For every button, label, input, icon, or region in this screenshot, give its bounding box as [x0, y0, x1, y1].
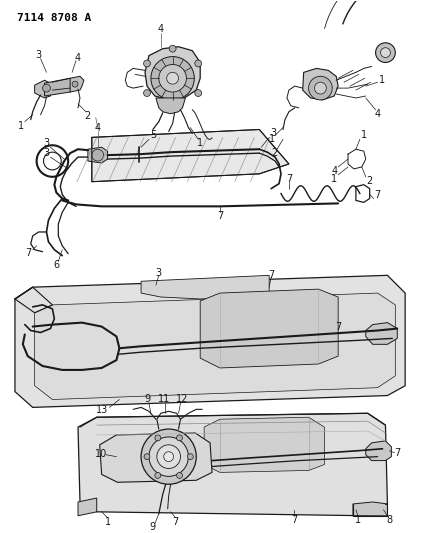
- Text: 3: 3: [43, 138, 50, 148]
- Text: 3: 3: [36, 50, 42, 60]
- Text: 2: 2: [366, 176, 373, 185]
- Text: 4: 4: [374, 109, 380, 119]
- Text: 6: 6: [53, 261, 59, 270]
- Polygon shape: [141, 276, 269, 299]
- Circle shape: [315, 82, 326, 94]
- Polygon shape: [366, 322, 397, 344]
- Text: 3: 3: [156, 268, 162, 278]
- Circle shape: [159, 64, 187, 92]
- Polygon shape: [35, 80, 52, 98]
- Text: 9: 9: [150, 522, 156, 531]
- Circle shape: [169, 104, 176, 111]
- Circle shape: [143, 90, 151, 96]
- Text: 1: 1: [269, 134, 275, 144]
- Text: 7: 7: [268, 270, 274, 280]
- Circle shape: [42, 84, 51, 92]
- Circle shape: [144, 454, 150, 459]
- Circle shape: [195, 60, 202, 67]
- Text: 3: 3: [43, 148, 50, 158]
- Text: 2: 2: [85, 111, 91, 120]
- Text: 1: 1: [361, 131, 367, 140]
- Text: 5: 5: [150, 131, 156, 140]
- Text: 4: 4: [95, 123, 101, 133]
- Polygon shape: [78, 413, 387, 516]
- Polygon shape: [156, 98, 185, 114]
- Polygon shape: [303, 68, 338, 100]
- Text: 1: 1: [378, 75, 385, 85]
- Polygon shape: [204, 417, 324, 472]
- Circle shape: [166, 72, 178, 84]
- Circle shape: [149, 437, 188, 477]
- Polygon shape: [88, 147, 107, 163]
- Circle shape: [195, 90, 202, 96]
- Circle shape: [157, 445, 181, 469]
- Polygon shape: [78, 498, 97, 516]
- Text: 7: 7: [217, 211, 223, 221]
- Text: 1: 1: [18, 120, 24, 131]
- Circle shape: [155, 435, 161, 441]
- Text: 3: 3: [270, 128, 276, 139]
- Text: 7: 7: [374, 190, 380, 199]
- Text: 1: 1: [331, 174, 337, 184]
- Circle shape: [72, 81, 78, 87]
- Text: 8: 8: [386, 515, 392, 524]
- Polygon shape: [70, 76, 84, 92]
- Polygon shape: [15, 276, 405, 407]
- Text: 7: 7: [286, 174, 292, 184]
- Circle shape: [376, 43, 395, 62]
- Text: 7: 7: [291, 515, 297, 524]
- Text: 10: 10: [95, 449, 107, 459]
- Circle shape: [164, 452, 174, 462]
- Text: 7: 7: [172, 516, 179, 527]
- Circle shape: [169, 45, 176, 52]
- Circle shape: [92, 149, 104, 161]
- Circle shape: [177, 472, 182, 479]
- Polygon shape: [200, 289, 338, 368]
- Text: 7: 7: [26, 248, 32, 257]
- Circle shape: [177, 435, 182, 441]
- Text: 9: 9: [144, 394, 150, 405]
- Polygon shape: [92, 130, 289, 182]
- Polygon shape: [366, 441, 391, 461]
- Polygon shape: [35, 293, 395, 400]
- Text: 7: 7: [335, 321, 341, 332]
- Polygon shape: [100, 433, 212, 482]
- Text: 4: 4: [158, 24, 164, 34]
- Polygon shape: [145, 47, 200, 100]
- Text: 13: 13: [95, 405, 108, 415]
- Text: 1: 1: [104, 516, 111, 527]
- Text: 7114 8708 A: 7114 8708 A: [17, 13, 91, 23]
- Text: 4: 4: [75, 53, 81, 62]
- Polygon shape: [45, 78, 74, 96]
- Circle shape: [141, 429, 196, 484]
- Text: 1: 1: [197, 138, 203, 148]
- Text: 11: 11: [158, 394, 170, 405]
- Circle shape: [380, 47, 390, 58]
- Text: 2: 2: [271, 148, 277, 158]
- Polygon shape: [353, 502, 387, 516]
- Circle shape: [187, 454, 193, 459]
- Circle shape: [143, 60, 151, 67]
- Circle shape: [155, 472, 161, 479]
- Text: 7: 7: [394, 448, 401, 458]
- Text: 4: 4: [331, 166, 337, 176]
- Circle shape: [309, 76, 332, 100]
- Circle shape: [151, 56, 194, 100]
- Text: 1: 1: [355, 515, 361, 524]
- Text: 12: 12: [176, 394, 189, 405]
